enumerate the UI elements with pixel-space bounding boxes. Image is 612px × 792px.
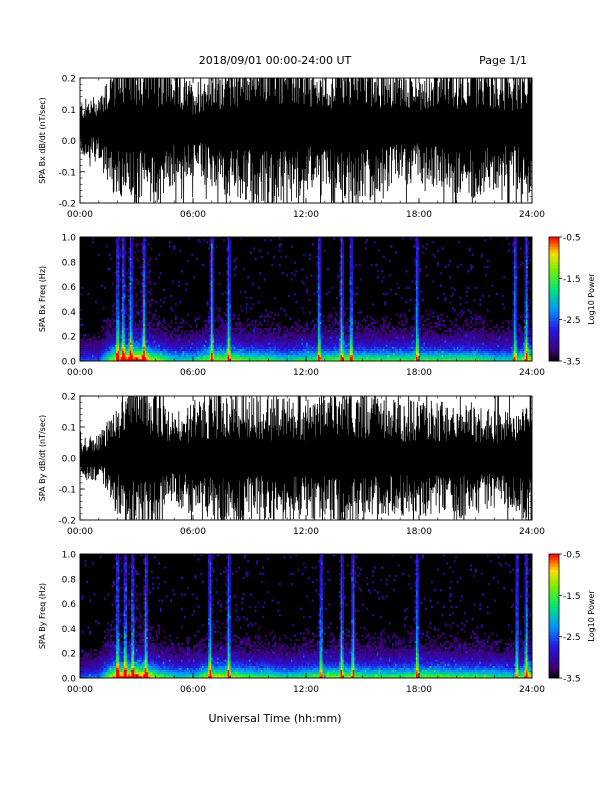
x-tick-label-4-3: 12:00 (293, 685, 319, 695)
y-tick-label-3-2: 0.1 (62, 424, 76, 434)
colorbar-2: -0.5 -1.5 -2.5 -3.5 Log10 Power (548, 234, 596, 368)
x-tick-label-4-1: 00:00 (67, 685, 93, 695)
series-trace-1 (80, 78, 532, 203)
panels: 00:00 06:00 12:00 18:00 24:00 0.2 0.1 0.0 -0.1 -0… (38, 75, 596, 696)
panel-4: -0.5 -1.5 -2.5 -3.5 Log10 Power 00:00 06:00 12:… (38, 551, 596, 696)
panel-2: -0.5 -1.5 -2.5 -3.5 Log10 Power 00:00 06:00 12:… (38, 234, 596, 379)
y-tick-label-3-4: -0.1 (58, 486, 76, 496)
colorbar-tick-label-4-3: -2.5 (563, 633, 581, 643)
x-tick-label-1-2: 06:00 (180, 210, 206, 220)
y-axis-4: 1.0 0.8 0.6 0.4 0.2 0.0 SPA By Freq (Hz) (38, 551, 532, 685)
colorbar-tick-label-2-4: -3.5 (563, 358, 581, 368)
y-tick-label-4-3: 0.6 (62, 600, 77, 610)
x-tick-label-1-4: 18:00 (406, 210, 432, 220)
y-axis-title-3: SPA By dB/dt (nT/sec) (38, 415, 47, 502)
panel-1: 00:00 06:00 12:00 18:00 24:00 0.2 0.1 0.0 -0.1 -0… (38, 75, 545, 221)
y-tick-label-1-1: 0.2 (62, 75, 76, 85)
y-tick-label-3-3: 0.0 (62, 455, 77, 465)
x-tick-label-2-2: 06:00 (180, 368, 206, 378)
x-axis-4: 00:00 06:00 12:00 18:00 24:00 (67, 554, 545, 695)
colorbar-label-2: Log10 Power (587, 273, 596, 325)
x-axis-1: 00:00 06:00 12:00 18:00 24:00 (67, 78, 545, 220)
x-tick-label-1-5: 24:00 (519, 210, 545, 220)
x-axis-2: 00:00 06:00 12:00 18:00 24:00 (67, 237, 545, 378)
y-tick-label-2-3: 0.6 (62, 283, 77, 293)
panel-3: 00:00 06:00 12:00 18:00 24:00 0.2 0.1 0.0 -0.1 -0… (38, 393, 545, 538)
x-tick-label-1-3: 12:00 (293, 210, 319, 220)
y-axis-title-2: SPA Bx Freq (Hz) (38, 266, 47, 332)
x-tick-label-3-5: 24:00 (519, 527, 545, 537)
page-number: Page 1/1 (479, 54, 527, 67)
x-tick-label-3-3: 12:00 (293, 527, 319, 537)
spectrogram-cells-4 (80, 554, 533, 679)
colorbar-label-4: Log10 Power (587, 590, 596, 642)
colorbar-tick-label-4-1: -0.5 (563, 551, 581, 561)
x-axis-3: 00:00 06:00 12:00 18:00 24:00 (67, 396, 545, 537)
series-trace-3 (80, 396, 532, 520)
y-tick-label-2-4: 0.4 (62, 308, 77, 318)
x-tick-label-3-2: 06:00 (180, 527, 206, 537)
colorbar-tick-label-2-3: -2.5 (563, 316, 581, 326)
x-tick-label-4-5: 24:00 (519, 685, 545, 695)
x-tick-label-2-4: 18:00 (406, 368, 432, 378)
y-tick-label-1-2: 0.1 (62, 106, 76, 116)
x-tick-label-4-4: 18:00 (406, 685, 432, 695)
y-tick-label-4-2: 0.8 (62, 575, 77, 585)
y-tick-label-1-5: -0.2 (58, 200, 76, 210)
colorbar-tick-label-2-2: -1.5 (563, 275, 581, 285)
colorbar-tick-label-4-4: -3.5 (563, 675, 581, 685)
x-tick-label-2-5: 24:00 (519, 368, 545, 378)
x-tick-label-1-1: 00:00 (67, 210, 93, 220)
x-tick-label-3-4: 18:00 (406, 527, 432, 537)
spectrogram-cells-2 (80, 237, 533, 362)
colorbar-tick-label-4-2: -1.5 (563, 592, 581, 602)
y-tick-label-3-5: -0.2 (58, 517, 76, 527)
y-tick-label-2-5: 0.2 (62, 333, 76, 343)
y-tick-label-2-6: 0.0 (62, 358, 77, 368)
x-tick-label-2-3: 12:00 (293, 368, 319, 378)
y-axis-3: 0.2 0.1 0.0 -0.1 -0.2 SPA By dB/dt (nT/sec) (38, 393, 532, 527)
x-tick-label-2-1: 00:00 (67, 368, 93, 378)
y-tick-label-1-4: -0.1 (58, 168, 76, 178)
x-tick-label-4-2: 06:00 (180, 685, 206, 695)
colorbar-tick-label-2-1: -0.5 (563, 234, 581, 244)
y-axis-1: 0.2 0.1 0.0 -0.1 -0.2 SPA Bx dB/dt (nT/sec) (38, 75, 532, 210)
y-axis-title-4: SPA By Freq (Hz) (38, 583, 47, 649)
y-axis-2: 1.0 0.8 0.6 0.4 0.2 0.0 SPA Bx Freq (Hz) (38, 234, 532, 368)
y-tick-label-4-1: 1.0 (62, 551, 77, 561)
y-tick-label-1-3: 0.0 (62, 137, 77, 147)
x-tick-label-3-1: 00:00 (67, 527, 93, 537)
y-tick-label-2-2: 0.8 (62, 258, 77, 268)
y-tick-label-4-5: 0.2 (62, 650, 76, 660)
page-title: 2018/09/01 00:00-24:00 UT (199, 54, 352, 67)
y-tick-label-4-4: 0.4 (62, 625, 77, 635)
colorbar-4: -0.5 -1.5 -2.5 -3.5 Log10 Power (548, 551, 596, 685)
y-tick-label-4-6: 0.0 (62, 675, 77, 685)
x-axis-title: Universal Time (hh:mm) (209, 712, 342, 725)
y-tick-label-3-1: 0.2 (62, 393, 76, 403)
y-axis-title-1: SPA Bx dB/dt (nT/sec) (38, 97, 47, 184)
y-tick-label-2-1: 1.0 (62, 234, 77, 244)
